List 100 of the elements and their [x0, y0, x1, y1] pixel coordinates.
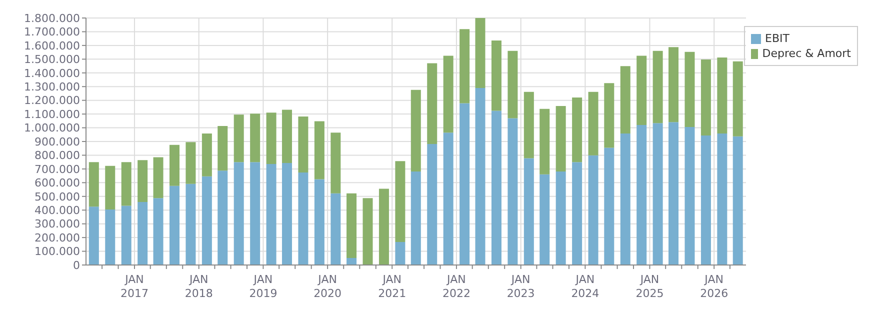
- legend-label: Deprec & Amort: [762, 46, 851, 61]
- bar: [636, 125, 647, 265]
- bar: [410, 172, 421, 265]
- bar: [186, 142, 196, 184]
- bar: [604, 83, 614, 148]
- bar: [668, 47, 679, 122]
- bar: [266, 112, 276, 164]
- bar: [460, 103, 470, 265]
- bar: [524, 158, 534, 265]
- bar: [508, 50, 518, 118]
- y-tick-label: 900.000: [34, 135, 80, 148]
- bar: [475, 18, 486, 88]
- bar: [88, 162, 99, 207]
- bar: [169, 186, 180, 265]
- bar: [491, 110, 502, 265]
- bar: [636, 56, 647, 126]
- y-tick-label: 600.000: [34, 176, 80, 190]
- bar: [202, 176, 212, 265]
- bar: [186, 184, 196, 265]
- y-tick-label: 200.000: [34, 231, 80, 244]
- bar: [572, 97, 582, 162]
- bar: [105, 166, 116, 210]
- bar: [121, 162, 132, 206]
- bar: [121, 206, 132, 265]
- bar: [218, 170, 228, 265]
- bar: [250, 114, 260, 162]
- bar: [443, 56, 454, 133]
- bar: [540, 108, 550, 174]
- y-tick-label: 500.000: [34, 190, 80, 204]
- bar: [314, 179, 324, 265]
- bar: [395, 242, 406, 265]
- x-tick-label: JAN 2023: [506, 273, 535, 300]
- bar: [346, 193, 357, 258]
- x-tick-label: JAN 2022: [442, 273, 470, 300]
- x-tick-label: JAN 2018: [184, 273, 213, 300]
- bar: [362, 198, 373, 265]
- bar: [282, 163, 292, 265]
- bar: [717, 58, 728, 134]
- legend-label: EBIT: [765, 31, 790, 46]
- y-tick-label: 100.000: [34, 245, 80, 258]
- bar: [346, 258, 357, 265]
- bar: [460, 29, 470, 104]
- bar: [524, 92, 534, 158]
- x-tick-label: JAN 2024: [571, 273, 600, 300]
- bar: [378, 188, 389, 265]
- bar: [314, 121, 324, 180]
- bar: [443, 132, 454, 265]
- bar: [700, 135, 711, 265]
- bar: [604, 148, 614, 265]
- x-tick-label: JAN 2020: [314, 273, 342, 300]
- bar: [732, 61, 743, 136]
- y-tick-label: 1.600.000: [24, 39, 80, 52]
- bar: [105, 210, 116, 265]
- bar: [153, 157, 164, 198]
- bar: [427, 144, 438, 265]
- bar: [700, 59, 711, 136]
- bar: [620, 134, 630, 265]
- bar: [234, 162, 244, 265]
- bar: [732, 136, 743, 265]
- bar: [169, 144, 180, 186]
- bar: [508, 118, 518, 265]
- y-tick-label: 1.100.000: [24, 108, 80, 121]
- x-tick-label: JAN 2017: [120, 273, 148, 300]
- x-tick-label: JAN 2026: [700, 273, 728, 300]
- bar: [588, 92, 598, 156]
- bar: [234, 114, 244, 162]
- bar: [717, 134, 728, 265]
- bar: [282, 110, 292, 164]
- bar: [138, 202, 148, 265]
- bar: [620, 66, 630, 134]
- y-tick-label: 1.000.000: [24, 122, 80, 135]
- bar: [298, 116, 308, 173]
- bar: [491, 40, 502, 111]
- bar: [556, 172, 566, 265]
- bar: [540, 174, 550, 265]
- x-tick-label: JAN 2025: [636, 273, 664, 300]
- y-tick-label: 0: [73, 258, 80, 272]
- bar: [153, 198, 164, 265]
- bar: [572, 162, 582, 265]
- bar: [652, 123, 663, 265]
- y-tick-label: 300.000: [34, 218, 80, 231]
- y-tick-label: 700.000: [34, 162, 80, 176]
- bar: [330, 132, 341, 194]
- y-tick-label: 1.400.000: [24, 66, 80, 80]
- bar: [427, 63, 438, 144]
- bar: [202, 134, 212, 176]
- bar: [684, 52, 695, 127]
- bar: [395, 161, 406, 242]
- bar: [652, 50, 663, 124]
- bar: [588, 155, 598, 265]
- y-tick-label: 1.500.000: [24, 53, 80, 66]
- bar: [266, 164, 276, 265]
- bar: [250, 162, 260, 265]
- bar: [556, 106, 566, 172]
- bar: [410, 90, 421, 172]
- y-tick-label: 1.300.000: [24, 80, 80, 94]
- bar: [218, 126, 228, 171]
- y-tick-label: 800.000: [34, 149, 80, 162]
- y-tick-label: 400.000: [34, 204, 80, 218]
- y-tick-label: 1.200.000: [24, 94, 80, 108]
